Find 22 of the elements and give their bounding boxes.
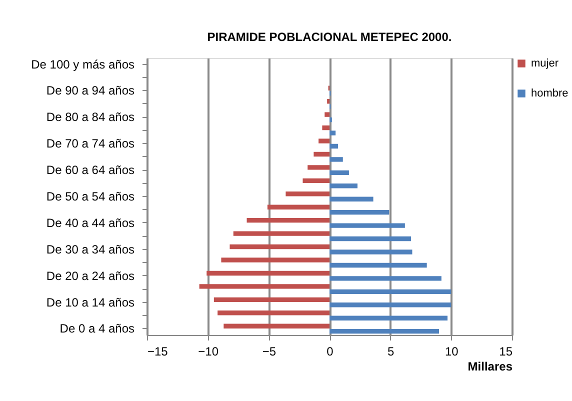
x-tick-label: −10 bbox=[198, 344, 219, 358]
y-tick-label: De 80 a 84 años bbox=[46, 110, 134, 124]
y-tick-label: De 30 a 34 años bbox=[46, 242, 134, 256]
x-tick-label: 0 bbox=[326, 344, 334, 358]
y-tick-label: De 60 a 64 años bbox=[46, 163, 134, 178]
legend-label: hombre bbox=[531, 88, 568, 100]
y-tick-label: De 100 y más años bbox=[31, 57, 134, 72]
y-tick-label: De 0 a 4 años bbox=[60, 322, 134, 336]
x-tick-label: 10 bbox=[444, 344, 459, 358]
x-axis-title: Millares bbox=[468, 360, 513, 374]
y-tick-label: De 40 a 44 años bbox=[46, 216, 134, 230]
y-tick-label: De 70 a 74 años bbox=[46, 136, 134, 151]
x-tick-label: 5 bbox=[387, 344, 394, 358]
y-tick-label: De 10 a 14 años bbox=[46, 295, 134, 310]
chart-title: PIRAMIDE POBLACIONAL METEPEC 2000. bbox=[207, 30, 452, 44]
legend-label: mujer bbox=[531, 58, 559, 70]
x-tick-label: −5 bbox=[262, 344, 276, 358]
x-tick-label: −15 bbox=[148, 344, 168, 358]
x-tick-label: 15 bbox=[499, 344, 513, 358]
y-tick-label: De 20 a 24 años bbox=[46, 268, 134, 283]
y-tick-label: De 90 a 94 años bbox=[46, 84, 134, 98]
y-tick-label: De 50 a 54 años bbox=[46, 190, 134, 204]
